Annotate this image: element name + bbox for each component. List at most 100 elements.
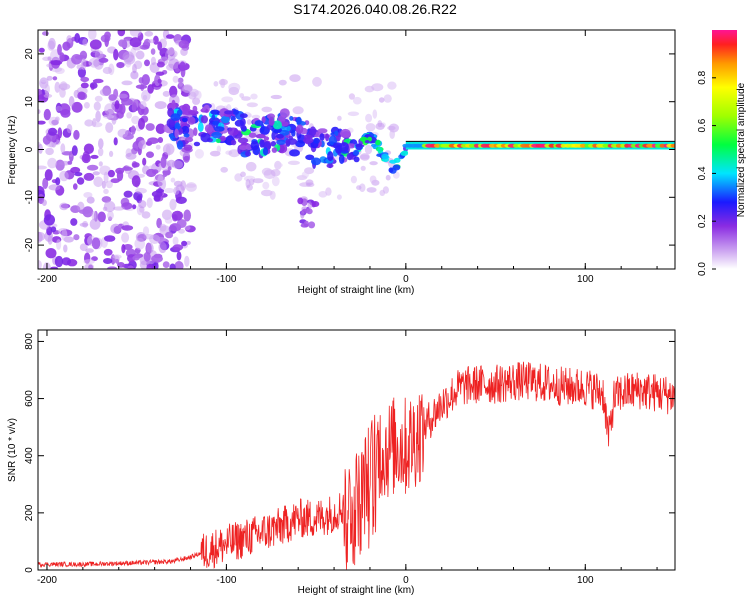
spectral-blob [123,54,136,65]
spectral-blob [81,153,91,164]
spectral-blob [169,263,176,269]
spectrogram-x-tick-label: 100 [577,274,594,285]
spectral-blob [113,48,119,61]
spectral-blob [392,164,401,171]
spectral-blob [261,189,273,197]
spectral-blob [271,176,280,187]
colorbar-ticks: 0.0 0.2 0.4 0.6 0.8 [697,70,716,276]
spectral-blob [79,222,89,227]
spectral-blob [400,151,409,156]
spectral-blob [176,219,187,228]
spectral-blob [312,76,322,87]
spectral-blob [365,123,376,132]
spectral-blob [184,225,191,231]
spectral-blob [74,172,83,177]
snr-y-tick-label: 400 [24,447,35,464]
spectral-blob [38,165,47,170]
spectral-blob [346,153,353,161]
spectral-blob [221,96,234,103]
colorbar-tick-label: 0.6 [697,118,708,132]
spectral-blob [80,58,87,71]
spectral-blob [254,120,264,127]
spectral-blob [107,266,118,269]
spectral-blob [132,204,137,210]
spectral-blob [178,228,185,234]
spectral-blob [360,165,366,171]
spectral-blob [201,106,206,112]
spectral-blob [97,211,106,223]
spectral-blob [157,174,164,187]
spectral-blob [268,116,275,126]
spectral-blob [230,116,236,122]
spectral-blob [245,151,251,157]
spectral-blob [39,78,50,83]
spectral-blob [103,200,116,213]
spectral-blob [250,93,258,100]
spectral-blob [157,78,162,84]
spectral-blob [107,210,114,220]
spectral-blob [389,129,396,139]
spectral-blob [200,132,211,143]
spectral-blob [98,138,104,149]
spectral-blob [365,113,373,123]
spectrogram-y-tick-label: -10 [24,190,35,205]
spectral-blob [186,240,191,245]
spectral-blob [104,31,111,40]
spectral-blob [156,61,165,68]
spectral-blob [147,84,154,94]
spectral-blob [353,156,360,163]
spectral-blob [355,143,363,151]
spectral-blob [385,174,391,181]
spectral-blob [352,96,362,105]
colorbar: 0.0 0.2 0.4 0.6 0.8 Normalized spectral ampl… [697,30,747,276]
spectral-blob [245,161,257,172]
spectral-blob [98,57,109,63]
spectral-blob [311,201,320,207]
spectral-blob [88,30,97,40]
spectral-blob [309,126,317,137]
spectral-blob [103,188,109,195]
spectral-blob [300,210,305,219]
spectrogram-y-tick-label: 10 [24,96,35,108]
spectral-blob [369,175,377,184]
spectral-blob [228,149,240,158]
spectral-blob [117,30,126,37]
spectral-blob [47,235,53,245]
spectral-blob [135,187,147,194]
spectral-blob [142,157,147,166]
spectral-blob [121,166,133,171]
spectral-blob [171,210,183,221]
spectral-blob [240,125,247,130]
spectrogram-y-tick-label: 0 [24,146,35,152]
spectral-blob [114,100,120,110]
spectral-blob [213,81,219,87]
spectral-blob [117,262,125,268]
snr-x-tick-label: -200 [37,575,57,586]
spectral-blob [71,145,78,156]
spectral-blob [183,209,191,222]
spectral-blob [240,171,246,178]
spectral-blob [194,149,204,159]
spectral-blob [305,154,315,161]
spectral-blob [239,93,245,98]
spectral-blob [118,93,128,99]
spectral-blob [80,76,90,83]
spectral-blob [170,113,181,121]
spectral-blob [61,228,68,241]
spectral-blob [285,138,291,147]
spectral-blob [308,221,316,229]
spectral-blob [372,109,378,119]
spectral-blob [172,244,184,251]
spectral-blob [54,81,61,93]
spectral-blob [38,47,45,53]
spectrogram-x-ticks: -200 -100 0 100 [37,30,658,285]
spectral-blob [381,153,389,159]
spectral-blob [138,140,147,150]
spectrogram-y-tick-label: -20 [24,237,35,252]
spectral-blob [146,242,154,254]
spectral-blob [55,105,63,112]
spectral-blob [162,90,171,97]
spectral-blob [230,139,237,146]
spectral-blob [74,33,81,43]
spectral-blob [146,263,154,269]
